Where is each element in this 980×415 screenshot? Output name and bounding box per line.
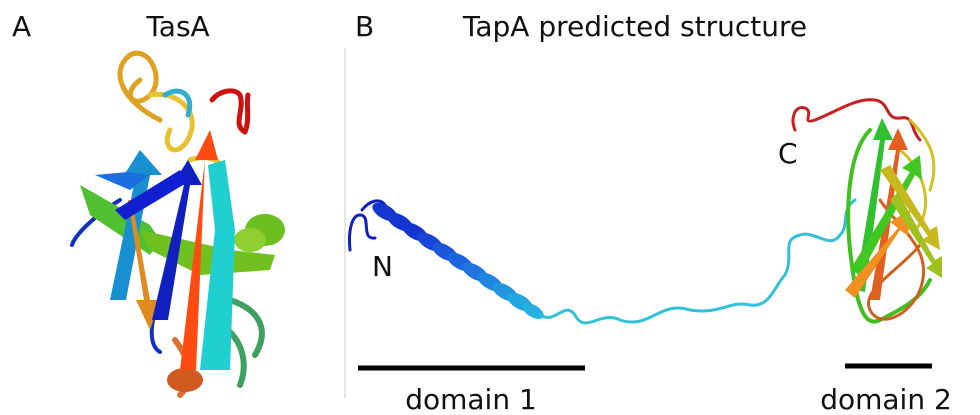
ribbon-part <box>234 228 266 252</box>
ribbon-part <box>372 202 544 319</box>
ribbon-part <box>538 198 857 325</box>
terminus-label: N <box>372 250 393 283</box>
ribbon-part <box>348 199 387 252</box>
panel-title: TapA predicted structure <box>462 10 807 43</box>
ribbon-part <box>200 160 235 370</box>
panel-label: B <box>355 10 374 43</box>
ribbon-part <box>118 200 160 330</box>
scale-bar-label: domain 1 <box>405 383 537 415</box>
ribbon-part <box>162 88 193 118</box>
ribbon-part <box>845 210 910 298</box>
ribbon-part <box>115 170 188 220</box>
ribbon-part <box>791 98 922 142</box>
panel-label: A <box>12 10 31 43</box>
ribbon-part <box>866 198 926 321</box>
ribbon-part <box>850 155 922 275</box>
tasa-structure <box>70 50 285 398</box>
ribbon-part <box>152 160 202 320</box>
ribbon-part <box>167 368 203 392</box>
terminus-label: C <box>778 137 798 170</box>
ribbon-part <box>80 185 160 255</box>
ribbon-part <box>117 50 163 123</box>
ribbon-part <box>209 88 251 135</box>
ribbon-part <box>890 192 942 278</box>
ribbon-part <box>180 130 218 370</box>
panel-title: TasA <box>145 10 209 43</box>
tapa-structure <box>348 98 942 325</box>
ribbon-part <box>880 165 940 250</box>
ribbon-part <box>95 172 150 190</box>
scale-bar-label: domain 2 <box>820 383 952 415</box>
